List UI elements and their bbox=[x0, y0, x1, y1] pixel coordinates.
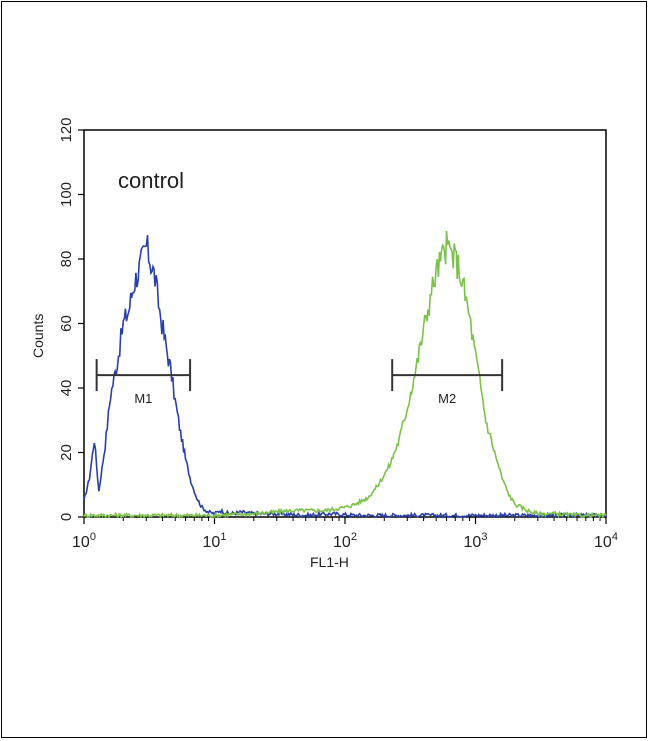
x-tick-label: 100 bbox=[72, 531, 96, 551]
y-tick-label: 20 bbox=[58, 444, 75, 461]
y-tick-label: 60 bbox=[58, 315, 75, 332]
plot-area bbox=[83, 129, 607, 518]
control-annotation: control bbox=[118, 168, 184, 193]
x-axis-label: FL1-H bbox=[310, 554, 349, 570]
x-tick-label: 101 bbox=[203, 531, 227, 551]
x-tick-label: 102 bbox=[333, 531, 357, 551]
y-tick-label: 120 bbox=[58, 117, 75, 142]
y-tick-label: 80 bbox=[58, 251, 75, 268]
gates-layer: M1 M2 bbox=[95, 359, 504, 406]
x-axis-ticks: 100 101 102 103 104 bbox=[72, 517, 618, 551]
gate-label: M1 bbox=[134, 391, 152, 406]
series-layer bbox=[83, 230, 607, 520]
y-axis-label: Counts bbox=[30, 314, 46, 358]
gate-m2: M2 bbox=[391, 359, 504, 406]
gate-m1: M1 bbox=[95, 359, 192, 406]
x-tick-label: 103 bbox=[464, 531, 488, 551]
series-1-line bbox=[83, 235, 607, 520]
gate-label: M2 bbox=[438, 391, 456, 406]
y-tick-label: 100 bbox=[58, 182, 75, 207]
x-tick-label: 104 bbox=[594, 531, 618, 551]
y-tick-label: 0 bbox=[58, 513, 75, 521]
y-axis-ticks: 0 20 40 60 80 100 120 bbox=[58, 117, 84, 521]
series-2-line bbox=[83, 230, 607, 520]
y-tick-label: 40 bbox=[58, 380, 75, 397]
